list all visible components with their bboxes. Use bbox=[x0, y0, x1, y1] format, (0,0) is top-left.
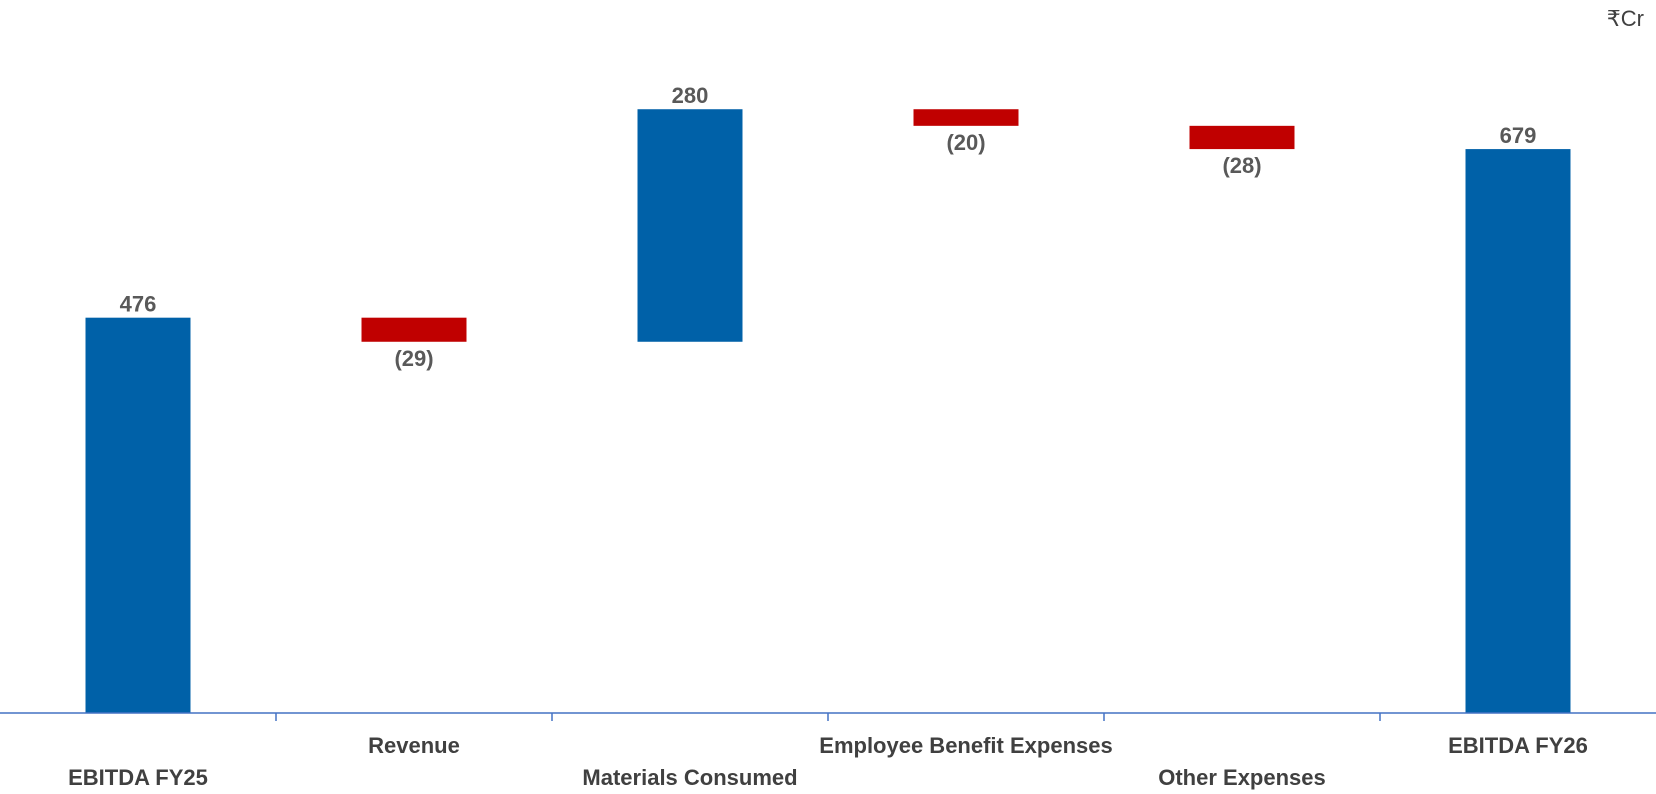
category-label-4: Other Expenses bbox=[1158, 765, 1326, 790]
bar-4 bbox=[1189, 125, 1295, 150]
category-label-2: Materials Consumed bbox=[582, 765, 797, 790]
category-label-0: EBITDA FY25 bbox=[68, 765, 208, 790]
unit-label: ₹Cr bbox=[1606, 6, 1644, 31]
bar-1 bbox=[361, 317, 467, 342]
value-label-5: 679 bbox=[1500, 123, 1537, 148]
bar-3 bbox=[913, 109, 1019, 126]
value-label-1: (29) bbox=[394, 346, 433, 371]
category-label-3: Employee Benefit Expenses bbox=[819, 733, 1112, 758]
bars-group bbox=[85, 109, 1571, 713]
category-label-5: EBITDA FY26 bbox=[1448, 733, 1588, 758]
value-label-0: 476 bbox=[120, 292, 157, 317]
value-label-4: (28) bbox=[1222, 153, 1261, 178]
x-axis bbox=[0, 712, 1656, 721]
bar-2 bbox=[637, 109, 743, 342]
value-label-3: (20) bbox=[946, 130, 985, 155]
category-label-1: Revenue bbox=[368, 733, 460, 758]
bar-5 bbox=[1465, 149, 1571, 713]
bar-0 bbox=[85, 317, 191, 713]
category-labels-group: EBITDA FY25 Revenue Materials Consumed Empl… bbox=[68, 733, 1588, 790]
value-label-2: 280 bbox=[672, 83, 709, 108]
value-labels-group: 476 (29) 280 (20) (28) 679 bbox=[120, 83, 1537, 371]
